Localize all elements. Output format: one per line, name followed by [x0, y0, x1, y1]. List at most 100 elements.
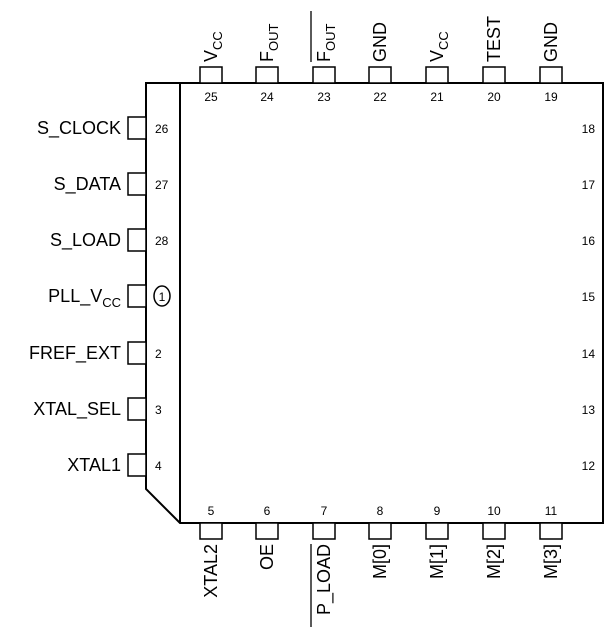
pin-label-text: TEST: [484, 16, 504, 62]
pin-pad-left-1: [127, 284, 147, 308]
pin-pad-top-21: [425, 66, 449, 84]
pin-number-left-3: 3: [155, 403, 162, 417]
pin-pad-top-24: [255, 66, 279, 84]
pin-number-bottom-5: 5: [208, 504, 215, 518]
pin-label-text: FREF_EXT: [29, 343, 121, 364]
pin-pad-bottom-8: [368, 522, 392, 540]
pin-number-right-17: 17: [582, 178, 596, 192]
pin-number-bottom-8: 8: [377, 504, 384, 518]
pin-pad-top-22: [368, 66, 392, 84]
pin-label-bottom-6: OE: [257, 544, 277, 570]
pin-number-top-22: 22: [373, 90, 387, 104]
pin-label-text: XTAL2: [201, 544, 221, 598]
pin-number-top-20: 20: [487, 90, 501, 104]
pin-label-text: P_LOAD: [314, 544, 335, 615]
pin-label-text: PLL_V: [48, 286, 102, 307]
pin-label-subscript: OUT: [323, 24, 338, 52]
pin-label-text: V: [201, 50, 221, 62]
pin-pad-bottom-6: [255, 522, 279, 540]
pin-pad-bottom-9: [425, 522, 449, 540]
pin-number-top-24: 24: [260, 90, 274, 104]
pin-label-text: XTAL_SEL: [33, 399, 121, 420]
pin-pad-left-4: [127, 453, 147, 477]
pin-label-left-1: PLL_VCC: [48, 286, 121, 310]
pin-label-text: S_LOAD: [50, 230, 121, 251]
pin-pad-left-27: [127, 172, 147, 196]
pin-number-bottom-10: 10: [487, 504, 501, 518]
pin-number-left-1: 1: [159, 290, 166, 304]
pin-label-left-3: XTAL_SEL: [33, 399, 121, 420]
pin-number-right-12: 12: [582, 459, 596, 473]
pin-1-indicator: [153, 285, 171, 307]
pin-label-text: F: [257, 51, 277, 62]
pin-label-top-22: GND: [370, 22, 390, 62]
pin-number-left-28: 28: [155, 234, 169, 248]
pin-label-text: XTAL1: [67, 455, 121, 475]
pin-pad-top-25: [199, 66, 223, 84]
pin-pad-left-3: [127, 397, 147, 421]
pin-label-text: OE: [257, 544, 277, 570]
pin-label-left-26: S_CLOCK: [37, 118, 121, 139]
pin-pad-left-2: [127, 341, 147, 365]
pin-label-bottom-7: P_LOAD: [314, 544, 335, 615]
pin-number-right-16: 16: [582, 234, 596, 248]
pin-pad-bottom-10: [482, 522, 506, 540]
pin-number-top-21: 21: [430, 90, 444, 104]
pin-label-text: M[3]: [541, 544, 561, 579]
pin-label-bottom-5: XTAL2: [201, 544, 221, 598]
pin-label-top-25: VCC: [201, 31, 225, 62]
pin-label-text: GND: [541, 22, 561, 62]
pin-pad-bottom-11: [539, 522, 563, 540]
pin-label-text: GND: [370, 22, 390, 62]
pin-label-text: V: [427, 50, 447, 62]
pin-pad-top-20: [482, 66, 506, 84]
pin-number-top-23: 23: [317, 90, 331, 104]
pin-label-subscript: CC: [210, 31, 225, 50]
pin-number-right-14: 14: [582, 347, 596, 361]
pin-label-text: F: [314, 51, 334, 62]
pin-number-right-15: 15: [582, 290, 596, 304]
pin-number-bottom-9: 9: [434, 504, 441, 518]
pin-label-text: M[2]: [484, 544, 504, 579]
pin-pad-left-26: [127, 116, 147, 140]
pin-number-bottom-7: 7: [321, 504, 328, 518]
pin-label-left-28: S_LOAD: [50, 230, 121, 251]
pin-label-subscript: CC: [436, 31, 451, 50]
pin-pad-top-23: [312, 66, 336, 84]
pin-number-left-26: 26: [155, 122, 169, 136]
pin-number-top-19: 19: [544, 90, 558, 104]
pin-label-top-20: TEST: [484, 16, 504, 62]
pin-pad-top-19: [539, 66, 563, 84]
pin-label-left-2: FREF_EXT: [29, 343, 121, 364]
pin-number-left-2: 2: [155, 347, 162, 361]
pin-label-subscript: CC: [102, 295, 121, 310]
pin-number-top-25: 25: [204, 90, 218, 104]
package-body: [145, 82, 604, 524]
pin-label-text: S_CLOCK: [37, 118, 121, 139]
pin-number-bottom-11: 11: [545, 504, 558, 518]
pin-label-text: M[1]: [427, 544, 447, 579]
pin-label-top-23: FOUT: [314, 24, 338, 63]
pin-label-text: S_DATA: [54, 174, 121, 195]
pin-number-right-18: 18: [582, 122, 596, 136]
pin-number-bottom-6: 6: [264, 504, 271, 518]
pin-pad-bottom-7: [312, 522, 336, 540]
pin-label-bottom-8: M[0]: [370, 544, 390, 579]
pin-number-left-27: 27: [155, 178, 169, 192]
pin-label-bottom-11: M[3]: [541, 544, 561, 579]
pin-label-top-21: VCC: [427, 31, 451, 62]
pin-label-text: M[0]: [370, 544, 390, 579]
pin-label-left-4: XTAL1: [67, 455, 121, 475]
pin-label-top-24: FOUT: [257, 24, 281, 63]
pin-label-left-27: S_DATA: [54, 174, 121, 195]
pin-label-bottom-10: M[2]: [484, 544, 504, 579]
pin-label-subscript: OUT: [266, 24, 281, 52]
pin-label-bottom-9: M[1]: [427, 544, 447, 579]
pin-pad-left-28: [127, 228, 147, 252]
pin-label-top-19: GND: [541, 22, 561, 62]
pin-number-right-13: 13: [582, 403, 596, 417]
pin-pad-bottom-5: [199, 522, 223, 540]
pin-number-left-4: 4: [155, 459, 162, 473]
